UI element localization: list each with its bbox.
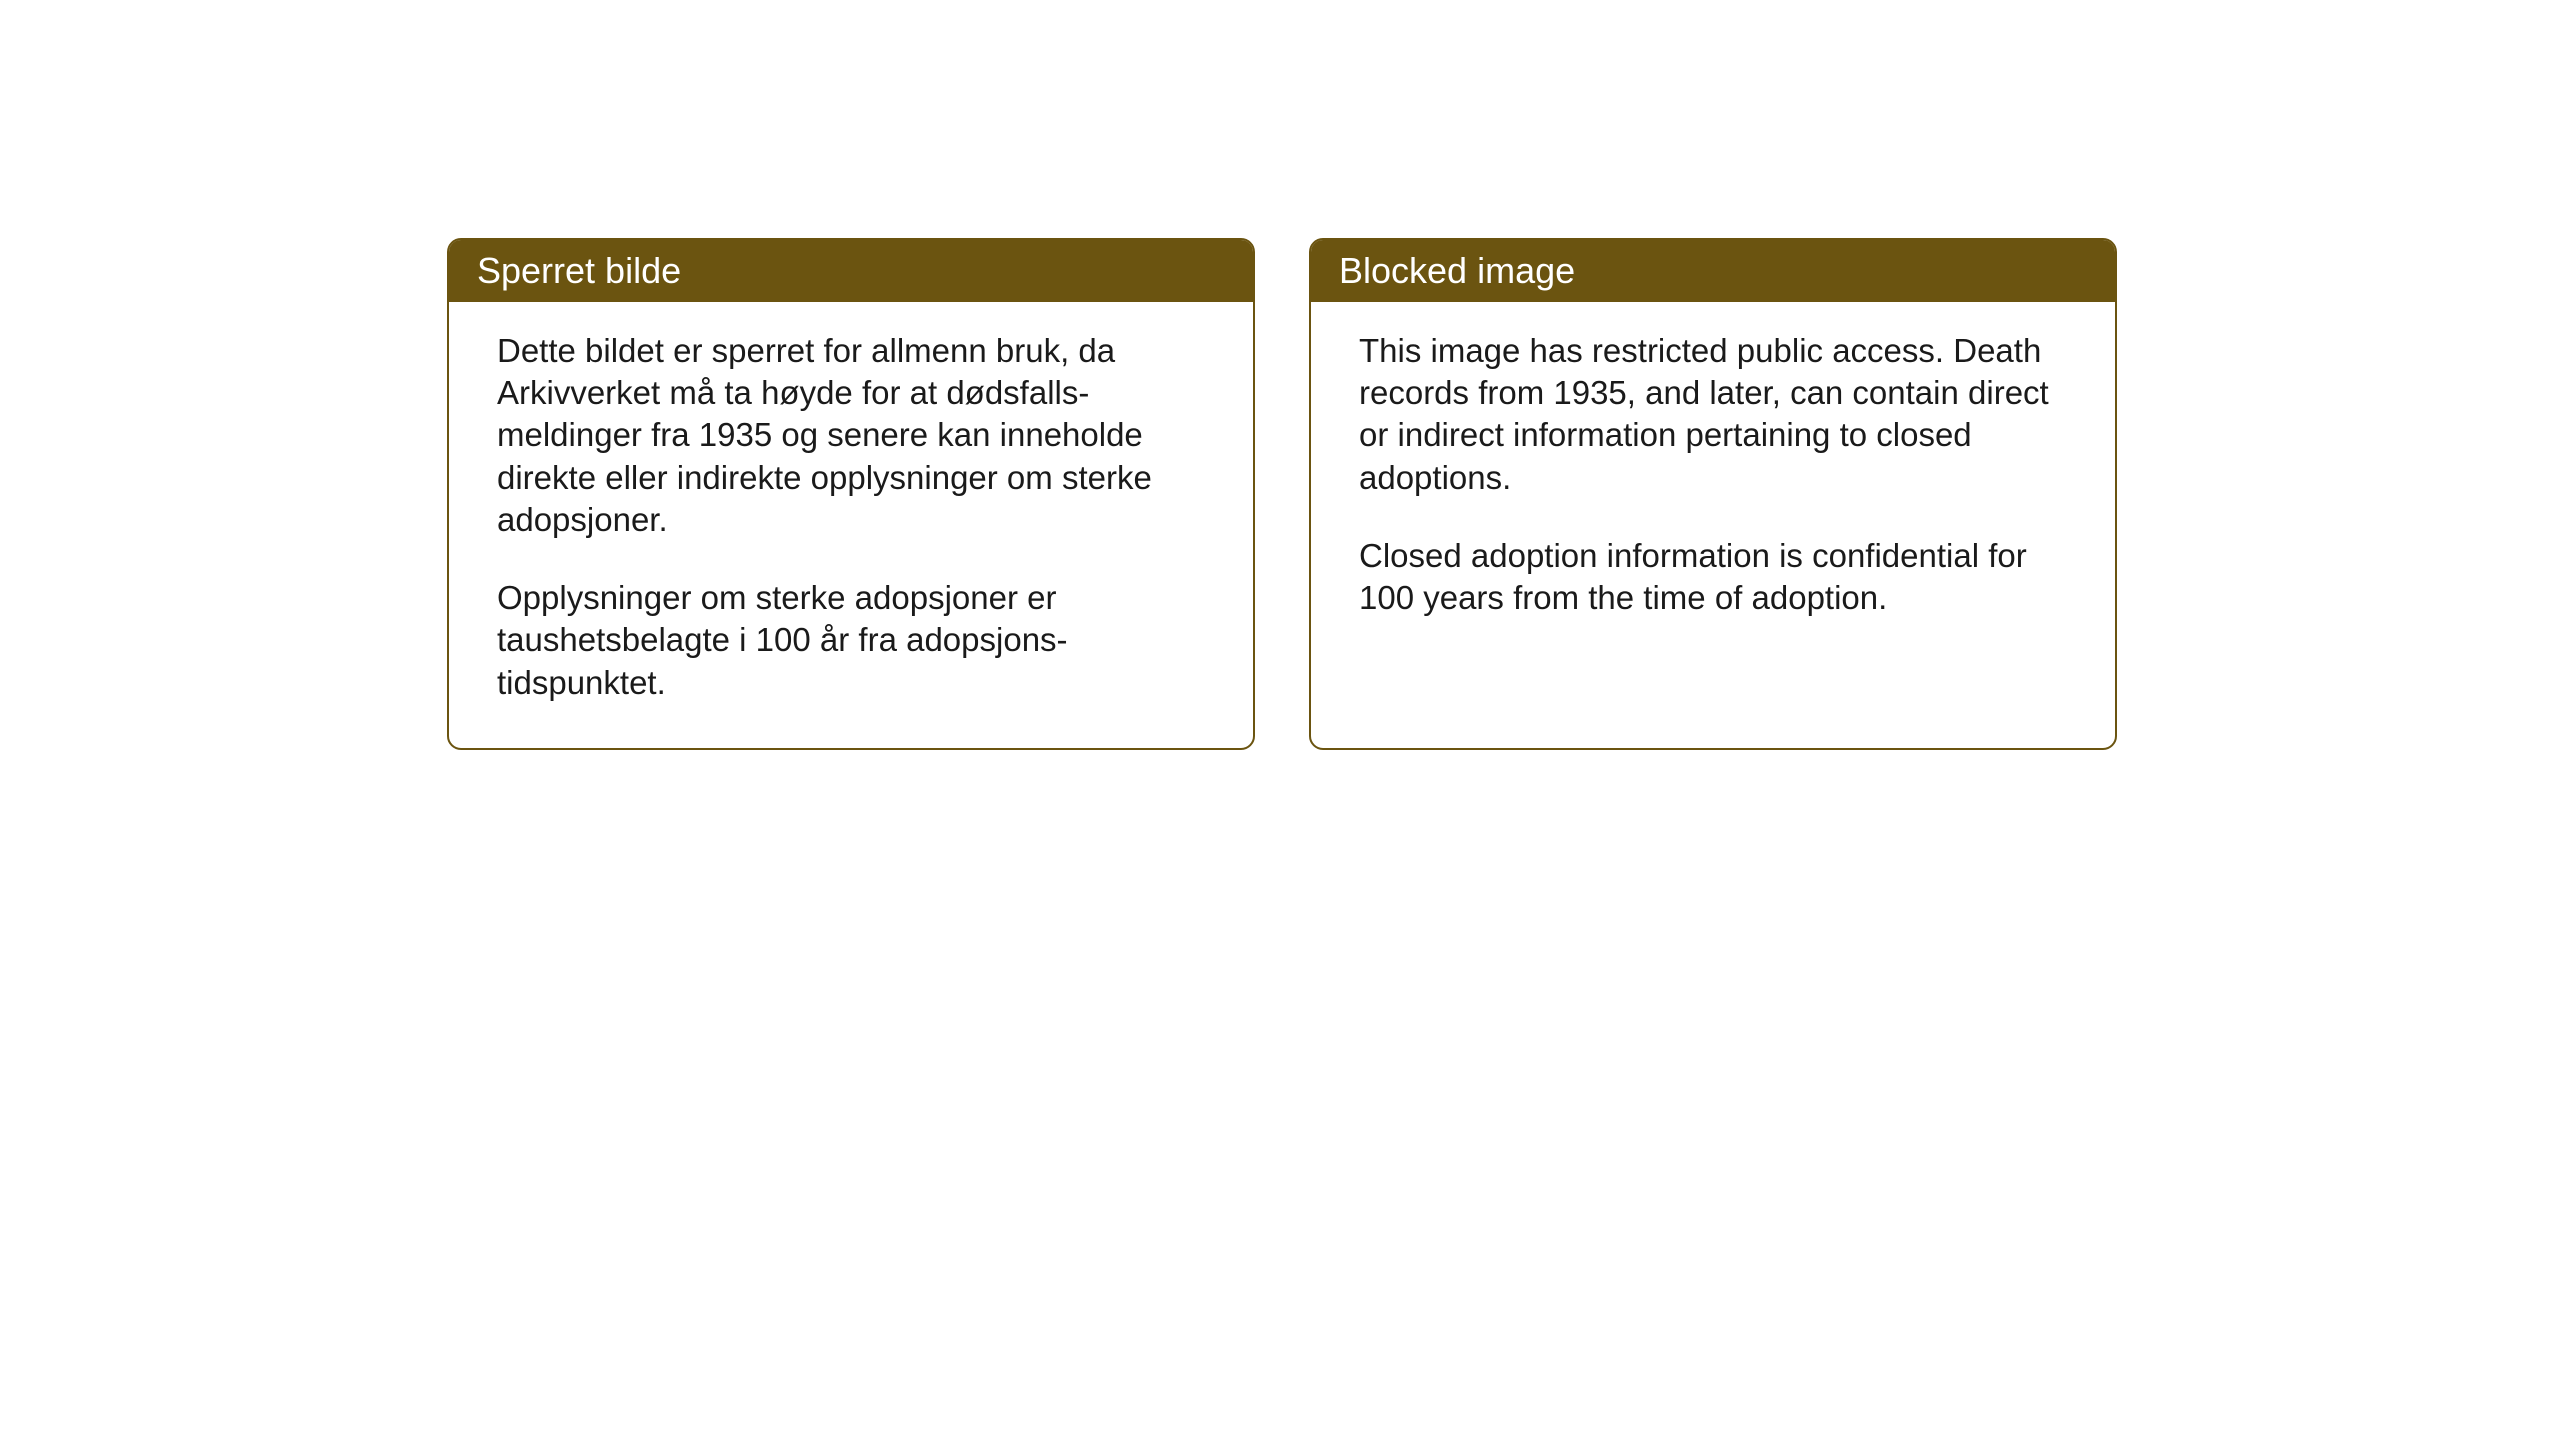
english-card: Blocked image This image has restricted …	[1309, 238, 2117, 750]
norwegian-card-body: Dette bildet er sperret for allmenn bruk…	[449, 302, 1253, 748]
norwegian-card: Sperret bilde Dette bildet er sperret fo…	[447, 238, 1255, 750]
cards-container: Sperret bilde Dette bildet er sperret fo…	[0, 0, 2560, 750]
english-paragraph-2: Closed adoption information is confident…	[1359, 535, 2067, 619]
english-card-title: Blocked image	[1311, 240, 2115, 302]
english-card-body: This image has restricted public access.…	[1311, 302, 2115, 748]
norwegian-card-title: Sperret bilde	[449, 240, 1253, 302]
norwegian-paragraph-2: Opplysninger om sterke adopsjoner er tau…	[497, 577, 1205, 704]
norwegian-paragraph-1: Dette bildet er sperret for allmenn bruk…	[497, 330, 1205, 541]
english-paragraph-1: This image has restricted public access.…	[1359, 330, 2067, 499]
